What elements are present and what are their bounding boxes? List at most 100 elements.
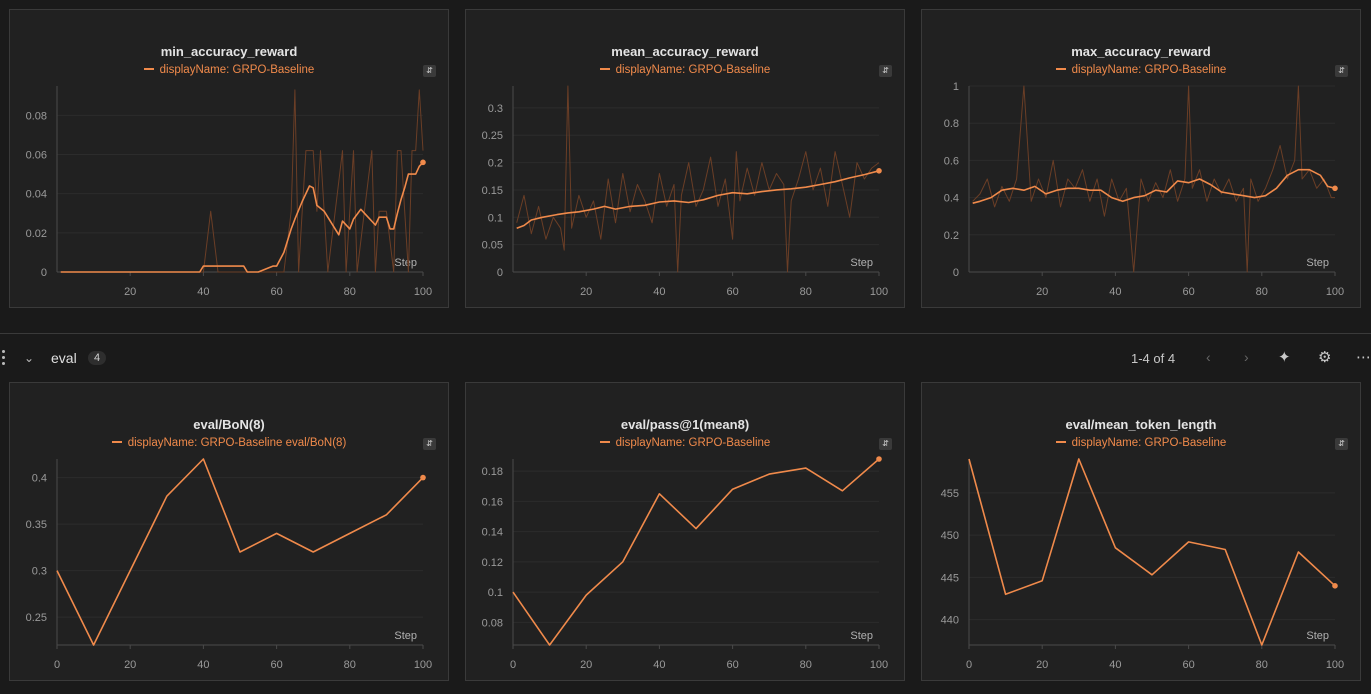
y-tick-label: 0 xyxy=(41,267,47,279)
y-tick-label: 0.14 xyxy=(482,527,503,539)
kebab-icon[interactable] xyxy=(2,350,6,368)
chart-legend[interactable]: displayName: GRPO-Baseline xyxy=(466,64,904,76)
chart-panel-eval-pass1: 0.08 0.1 0.12 0.14 0.16 0.18 0 20 40 60 80 100 Step … xyxy=(465,382,905,681)
y-tick-label: 0.2 xyxy=(488,158,503,170)
y-tick-label: 0.25 xyxy=(482,130,503,142)
chevron-down-icon[interactable]: ⌄ xyxy=(24,351,35,365)
x-axis-label: Step xyxy=(850,630,873,642)
y-tick-label: 0.12 xyxy=(482,557,503,569)
legend-swatch xyxy=(143,67,154,70)
section-header: ⌄ eval 4 1-4 of 4 ‹ › ✦ ⚙ ⋯ xyxy=(0,344,1371,374)
x-tick-label: 40 xyxy=(1109,659,1121,671)
x-tick-label: 20 xyxy=(124,659,136,671)
chart-svg: 0 0.2 0.4 0.6 0.8 1 20 40 60 80 100 Step xyxy=(944,81,1344,298)
expand-icon[interactable]: ⇵ xyxy=(423,438,436,450)
chart-title: eval/mean_token_length xyxy=(1065,417,1217,432)
y-tick-label: 0.3 xyxy=(32,566,47,578)
x-tick-label: 100 xyxy=(1326,659,1344,671)
chart-svg: 0 0.05 0.1 0.15 0.2 0.25 0.3 20 40 60 80 100 Step xyxy=(482,85,888,298)
x-tick-label: 20 xyxy=(580,286,592,298)
expand-icon[interactable]: ⇵ xyxy=(879,65,892,77)
section-count-badge: 4 xyxy=(88,351,107,365)
chart-legend[interactable]: displayName: GRPO-Baseline xyxy=(10,64,448,76)
legend-label: displayName: GRPO-Baseline eval/BoN(8) xyxy=(127,437,347,449)
series-line xyxy=(56,458,424,646)
x-tick-label: 40 xyxy=(197,286,209,298)
more-icon[interactable]: ⋯ xyxy=(1356,349,1371,366)
x-axis-label: Step xyxy=(850,257,873,269)
expand-icon[interactable]: ⇵ xyxy=(423,65,436,77)
x-axis-label: Step xyxy=(1306,630,1329,642)
y-tick-label: 0.15 xyxy=(482,185,503,197)
x-tick-label: 80 xyxy=(1256,286,1268,298)
gear-icon[interactable]: ⚙ xyxy=(1318,349,1332,366)
chart-legend[interactable]: displayName: GRPO-Baseline xyxy=(922,64,1360,76)
raw-series-line xyxy=(516,85,880,273)
chart-title: eval/pass@1(mean8) xyxy=(620,417,750,432)
chart-legend[interactable]: displayName: GRPO-Baseline xyxy=(466,437,904,449)
y-tick-label: 440 xyxy=(941,615,959,627)
chart-legend[interactable]: displayName: GRPO-Baseline xyxy=(922,437,1360,449)
chart-panel-max-accuracy-reward: 0 0.2 0.4 0.6 0.8 1 20 40 60 80 100 Step max_accura… xyxy=(921,9,1361,308)
x-tick-label: 100 xyxy=(870,286,888,298)
legend-label: displayName: GRPO-Baseline xyxy=(1071,437,1227,449)
series-endpoint xyxy=(1332,185,1338,192)
x-axis-label: Step xyxy=(394,630,417,642)
chart-panel-eval-bon8: 0.25 0.3 0.35 0.4 0 20 40 60 80 100 Step eval/BoN(… xyxy=(9,382,449,681)
raw-series-line xyxy=(972,85,1335,273)
legend-swatch xyxy=(599,440,610,443)
chart-title: min_accuracy_reward xyxy=(160,44,298,59)
chart-title: max_accuracy_reward xyxy=(1071,44,1211,59)
legend-swatch xyxy=(599,67,610,70)
series-line xyxy=(512,458,880,646)
y-tick-label: 0.02 xyxy=(26,228,47,240)
x-tick-label: 60 xyxy=(1182,659,1194,671)
legend-swatch xyxy=(1055,67,1066,70)
x-tick-label: 60 xyxy=(270,659,282,671)
y-tick-label: 0.25 xyxy=(26,612,47,624)
x-tick-label: 80 xyxy=(1256,659,1268,671)
chevron-right-icon[interactable]: › xyxy=(1244,349,1249,365)
chart-title: mean_accuracy_reward xyxy=(611,44,759,59)
y-tick-label: 0.05 xyxy=(482,240,503,252)
y-tick-label: 0.6 xyxy=(944,155,959,167)
y-tick-label: 0.08 xyxy=(26,110,47,122)
series-endpoint xyxy=(876,167,882,174)
pin-icon[interactable]: ✦ xyxy=(1278,349,1291,366)
x-tick-label: 60 xyxy=(726,659,738,671)
expand-icon[interactable]: ⇵ xyxy=(879,438,892,450)
y-tick-label: 0.16 xyxy=(482,496,503,508)
y-tick-label: 0.1 xyxy=(488,587,503,599)
x-axis-label: Step xyxy=(394,257,417,269)
series-line xyxy=(972,168,1336,204)
series-line xyxy=(60,161,424,273)
x-tick-label: 60 xyxy=(1182,286,1194,298)
x-tick-label: 40 xyxy=(653,286,665,298)
chart-svg: 0 0.02 0.04 0.06 0.08 20 40 60 80 100 Step xyxy=(26,86,432,298)
x-tick-label: 80 xyxy=(344,659,356,671)
x-tick-label: 100 xyxy=(1326,286,1344,298)
expand-icon[interactable]: ⇵ xyxy=(1335,438,1348,450)
x-tick-label: 80 xyxy=(344,286,356,298)
chart-legend[interactable]: displayName: GRPO-Baseline eval/BoN(8) xyxy=(10,437,448,449)
x-tick-label: 100 xyxy=(414,286,432,298)
x-tick-label: 100 xyxy=(414,659,432,671)
y-tick-label: 0.2 xyxy=(944,230,959,242)
x-tick-label: 80 xyxy=(800,286,812,298)
y-tick-label: 0.4 xyxy=(944,193,959,205)
x-tick-label: 60 xyxy=(270,286,282,298)
legend-label: displayName: GRPO-Baseline xyxy=(615,64,771,76)
section-title[interactable]: eval xyxy=(51,350,77,366)
y-tick-label: 0.4 xyxy=(32,473,47,485)
expand-icon[interactable]: ⇵ xyxy=(1335,65,1348,77)
x-tick-label: 40 xyxy=(197,659,209,671)
chevron-left-icon[interactable]: ‹ xyxy=(1206,349,1211,365)
y-tick-label: 445 xyxy=(941,572,959,584)
y-tick-label: 0.3 xyxy=(488,103,503,115)
series-endpoint xyxy=(420,159,426,166)
x-tick-label: 20 xyxy=(580,659,592,671)
legend-swatch xyxy=(111,440,122,443)
x-tick-label: 40 xyxy=(653,659,665,671)
y-tick-label: 0 xyxy=(953,267,959,279)
y-tick-label: 0.8 xyxy=(944,118,959,130)
